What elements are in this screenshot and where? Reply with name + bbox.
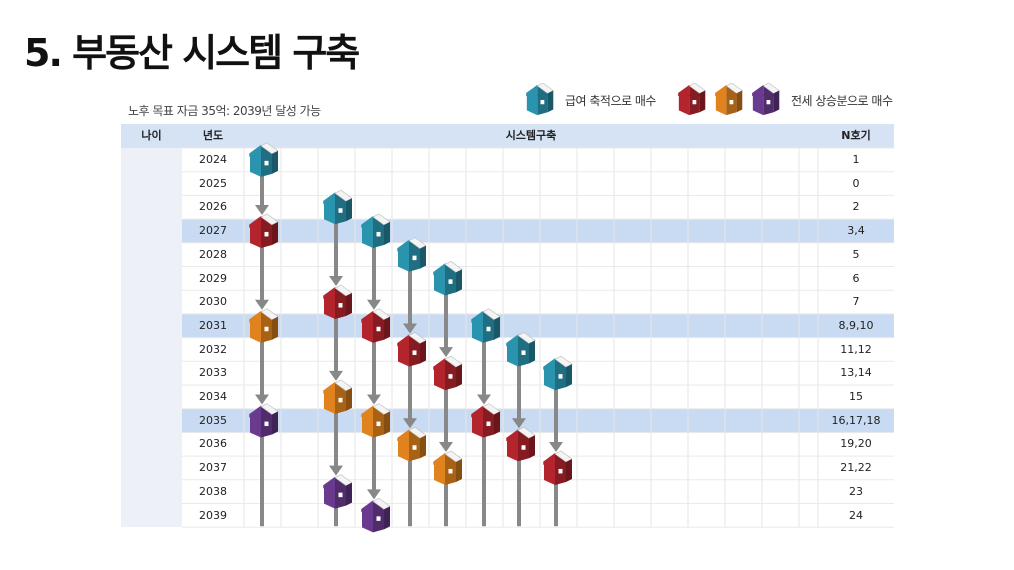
n-house-cell: 15 bbox=[849, 390, 863, 403]
row-highlight bbox=[182, 313, 894, 338]
house-red-2031 bbox=[361, 308, 391, 343]
house-teal-2024 bbox=[249, 142, 279, 177]
arrow-head bbox=[329, 465, 343, 476]
year-cell: 2032 bbox=[199, 342, 227, 356]
year-cell: 2031 bbox=[199, 318, 227, 332]
year-cell: 2028 bbox=[199, 247, 227, 261]
arrow-head bbox=[367, 489, 381, 500]
header-age: 나이 bbox=[141, 129, 162, 142]
n-house-cell: 2 bbox=[852, 200, 860, 214]
house-teal-2031 bbox=[471, 308, 501, 343]
house-icon-teal bbox=[526, 83, 554, 116]
legend-lease: 전세 상승분으로 매수 bbox=[676, 82, 893, 118]
row-highlight bbox=[182, 219, 894, 244]
n-house-cell: 21,22 bbox=[840, 461, 872, 475]
year-cell: 2027 bbox=[199, 224, 227, 238]
house-red-2037 bbox=[543, 450, 573, 485]
arrow-head bbox=[549, 441, 563, 452]
house-orange-2034 bbox=[323, 379, 353, 414]
arrow-head bbox=[329, 276, 343, 287]
n-house-cell: 5 bbox=[852, 247, 860, 261]
house-teal-2033 bbox=[543, 355, 573, 391]
arrow-head bbox=[477, 394, 491, 405]
arrow-head bbox=[403, 418, 417, 429]
year-cell: 2033 bbox=[199, 366, 227, 380]
year-cell: 2025 bbox=[199, 176, 227, 190]
n-house-cell: 1 bbox=[852, 153, 860, 166]
year-cell: 2038 bbox=[199, 484, 227, 498]
year-cell: 2037 bbox=[199, 461, 227, 475]
house-orange-2037 bbox=[433, 450, 463, 485]
arrow-head bbox=[255, 394, 269, 405]
n-house-cell: 23 bbox=[849, 484, 863, 498]
house-purple-2038 bbox=[323, 474, 353, 509]
house-teal-2026 bbox=[323, 189, 353, 225]
house-orange-2035 bbox=[361, 403, 391, 438]
subtitle: 노후 목표 자금 35억: 2039년 달성 가능 bbox=[128, 104, 321, 118]
year-cell: 2026 bbox=[199, 200, 227, 214]
house-purple-2039 bbox=[361, 498, 391, 533]
year-cell: 2030 bbox=[199, 295, 227, 309]
year-cell: 2024 bbox=[199, 153, 227, 166]
arrow-head bbox=[255, 204, 269, 215]
row-highlight bbox=[182, 408, 894, 433]
house-purple-2035 bbox=[249, 403, 279, 438]
n-house-cell: 7 bbox=[852, 295, 860, 309]
legend-salary-label: 급여 축적으로 매수 bbox=[565, 93, 656, 108]
year-cell: 2039 bbox=[199, 508, 227, 522]
n-house-cell: 24 bbox=[849, 508, 863, 522]
house-red-2036 bbox=[506, 426, 536, 462]
arrow-head bbox=[512, 418, 526, 429]
house-red-2032 bbox=[397, 332, 427, 367]
n-house-cell: 13,14 bbox=[840, 366, 872, 380]
arrow-head bbox=[439, 441, 453, 452]
legend-salary: 급여 축적으로 매수 bbox=[524, 82, 656, 118]
n-house-cell: 16,17,18 bbox=[831, 413, 881, 427]
n-house-cell: 3,4 bbox=[847, 224, 865, 238]
legend-lease-label: 전세 상승분으로 매수 bbox=[791, 93, 893, 108]
year-cell: 2034 bbox=[199, 390, 227, 403]
house-teal-2032 bbox=[506, 332, 536, 367]
n-house-cell: 8,9,10 bbox=[838, 318, 874, 332]
age-column bbox=[121, 148, 182, 527]
house-red-2033 bbox=[433, 355, 463, 391]
house-red-2035 bbox=[471, 403, 501, 438]
house-orange-2036 bbox=[397, 426, 427, 462]
header-n-house: N호기 bbox=[841, 129, 871, 142]
n-house-cell: 19,20 bbox=[840, 437, 872, 451]
house-orange-2031 bbox=[249, 308, 279, 343]
house-teal-2027 bbox=[361, 213, 391, 248]
n-house-cell: 6 bbox=[852, 271, 860, 285]
year-cell: 2029 bbox=[199, 271, 227, 285]
house-icon-red bbox=[678, 83, 706, 116]
house-icon-purple bbox=[752, 83, 780, 116]
house-red-2030 bbox=[323, 284, 353, 320]
n-house-cell: 0 bbox=[852, 176, 860, 190]
year-cell: 2036 bbox=[199, 437, 227, 451]
header-system: 시스템구축 bbox=[505, 129, 557, 142]
n-house-cell: 11,12 bbox=[840, 342, 872, 356]
page-title: 5. 부동산 시스템 구축 bbox=[24, 31, 360, 75]
arrow-head bbox=[403, 323, 417, 334]
arrow-head bbox=[255, 299, 269, 310]
house-icon-orange bbox=[715, 83, 743, 116]
year-cell: 2035 bbox=[199, 413, 227, 427]
arrow-head bbox=[367, 394, 381, 405]
arrow-head bbox=[367, 299, 381, 310]
table-header bbox=[121, 124, 894, 148]
house-teal-2028 bbox=[397, 237, 427, 272]
arrow-head bbox=[329, 370, 343, 381]
header-year: 년도 bbox=[202, 129, 224, 142]
arrow-head bbox=[439, 347, 453, 358]
house-red-2027 bbox=[249, 213, 279, 248]
house-teal-2029 bbox=[433, 261, 463, 296]
